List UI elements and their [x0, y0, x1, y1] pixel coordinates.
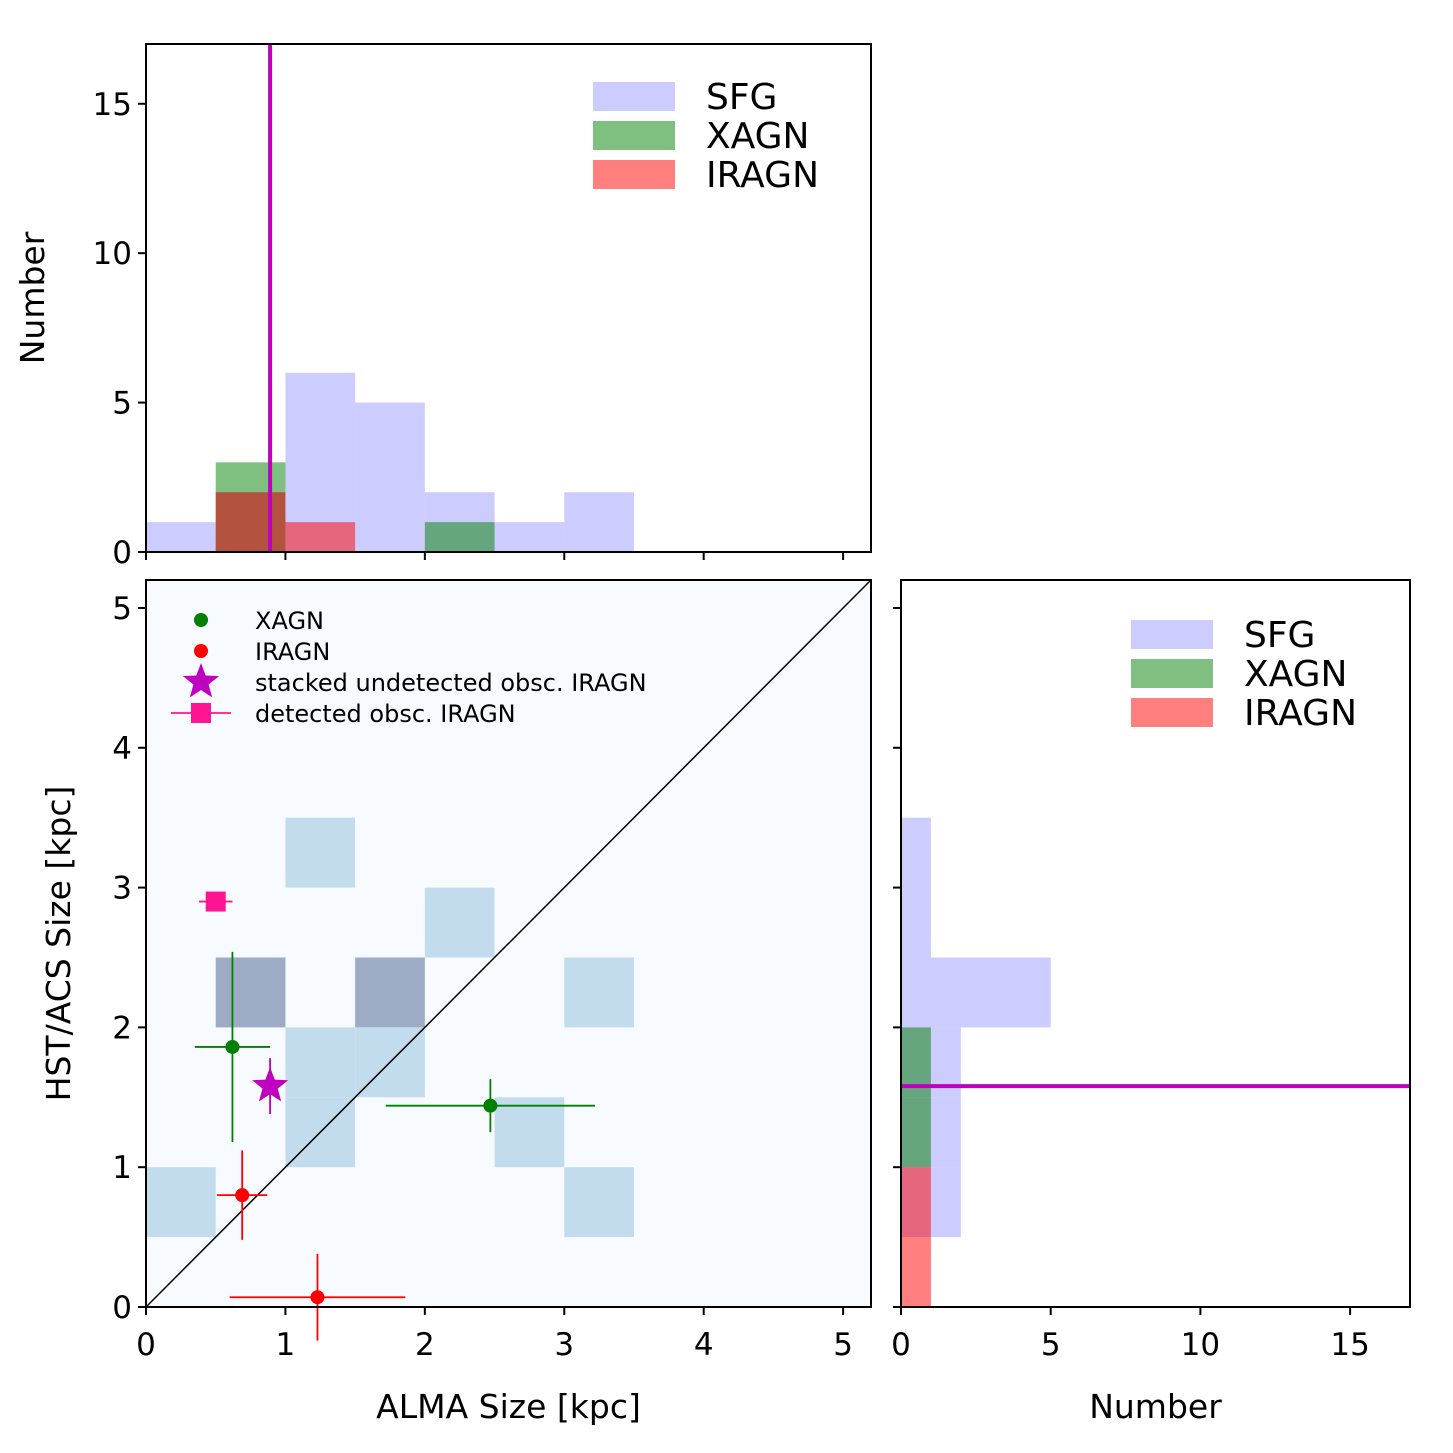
top-ytick-label: 15 — [93, 87, 132, 123]
right-hist-bar-xagn — [901, 1097, 931, 1168]
point-iragn — [235, 1188, 250, 1203]
top-ytick-label: 10 — [93, 236, 132, 272]
top-axes-frame — [145, 43, 872, 553]
top-legend-swatch — [593, 121, 675, 150]
main-scatter-panel: 0 1 2 3 4 5 0 1 2 3 4 5 ALMA Size [kpc] HST/ACS Size … — [39, 579, 872, 1426]
hist2d-cell — [424, 887, 495, 958]
top-legend-label: XAGN — [706, 116, 809, 157]
main-xtick-label: 5 — [833, 1327, 853, 1363]
right-xtick-label: 0 — [891, 1327, 911, 1363]
hist2d-cell — [564, 1167, 634, 1238]
point-xagn — [483, 1098, 498, 1113]
hist2d-cell — [146, 1167, 216, 1238]
top-legend-label: IRAGN — [706, 155, 819, 196]
main-ytick-label: 4 — [112, 731, 132, 767]
main-xtick-label: 4 — [694, 1327, 714, 1363]
main-xtick-label: 3 — [554, 1327, 574, 1363]
right-xtick-label: 10 — [1181, 1327, 1220, 1363]
main-xtick-label: 1 — [276, 1327, 296, 1363]
main-ytick-label: 1 — [112, 1150, 132, 1186]
top-legend-swatch — [593, 82, 675, 111]
main-ylabel: HST/ACS Size [kpc] — [39, 786, 78, 1102]
point-xagn — [225, 1039, 240, 1054]
main-legend-label: stacked undetected obsc. IRAGN — [255, 669, 647, 697]
hist2d-cell — [494, 1097, 565, 1168]
top-hist-bar-sfg — [494, 522, 565, 552]
right-legend-swatch — [1131, 698, 1213, 727]
top-ylabel: Number — [13, 231, 52, 364]
right-xlabel: Number — [1089, 1387, 1222, 1426]
main-ytick-label: 3 — [112, 871, 132, 907]
right-axes-frame — [900, 579, 1411, 1308]
top-hist-bar-xagn — [424, 522, 495, 552]
top-hist-bar-sfg — [146, 522, 216, 552]
point-iragn — [310, 1290, 325, 1305]
main-ytick-label: 5 — [112, 591, 132, 627]
hist2d-cell — [285, 817, 356, 888]
main-legend-marker — [194, 613, 208, 627]
top-legend-label: SFG — [706, 77, 777, 118]
top-hist-bar-sfg — [564, 492, 634, 552]
main-legend-marker — [182, 663, 220, 698]
main-legend-label: detected obsc. IRAGN — [255, 700, 516, 728]
top-legend-swatch — [593, 160, 675, 189]
right-legend-label: IRAGN — [1244, 693, 1357, 734]
hist2d-cell — [285, 1027, 356, 1098]
main-legend-marker — [191, 703, 211, 723]
right-xtick-label: 15 — [1330, 1327, 1369, 1363]
top-hist-bar-iragn — [285, 522, 356, 552]
main-xtick-label: 0 — [136, 1327, 156, 1363]
top-hist-bar-sfg — [355, 402, 425, 552]
right-hist-bar-sfg — [901, 817, 931, 888]
main-axes-frame — [145, 579, 872, 1308]
main-ytick-label: 2 — [112, 1010, 132, 1046]
hist2d-cell — [564, 957, 634, 1028]
right-hist-bar-sfg — [901, 957, 1051, 1028]
top-ytick-label: 5 — [112, 386, 132, 422]
right-legend-swatch — [1131, 620, 1213, 649]
main-ytick-label: 0 — [112, 1290, 132, 1326]
main-legend-marker — [194, 644, 208, 658]
right-hist-bar-sfg — [901, 887, 931, 958]
main-xlabel: ALMA Size [kpc] — [376, 1387, 641, 1426]
top-hist-bar-iragn — [215, 492, 286, 552]
point-stacked-undetected-obsc-iragn — [252, 1067, 289, 1102]
right-legend-label: XAGN — [1244, 654, 1347, 695]
top-ytick-label: 0 — [112, 535, 132, 571]
right-hist-bar-iragn — [901, 1237, 931, 1307]
main-xtick-label: 2 — [415, 1327, 435, 1363]
one-to-one-line — [145, 579, 872, 1308]
point-detected-obsc-iragn — [205, 891, 226, 912]
hist2d-cell — [355, 957, 425, 1028]
hist2d-cell — [215, 957, 286, 1028]
right-xtick-label: 5 — [1041, 1327, 1061, 1363]
main-legend-label: IRAGN — [255, 638, 330, 666]
right-legend-label: SFG — [1244, 615, 1315, 656]
main-legend-label: XAGN — [255, 607, 324, 635]
right-hist-bar-iragn — [901, 1167, 931, 1238]
right-legend-swatch — [1131, 659, 1213, 688]
